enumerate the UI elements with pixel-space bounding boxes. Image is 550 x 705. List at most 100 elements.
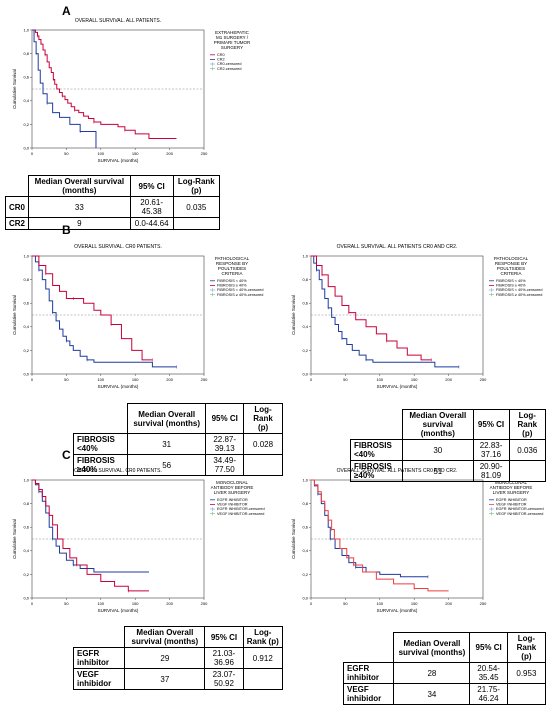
- plot-svg: OVERALL SURVIVAL. ALL PATIENTS CR0 AND C…: [291, 244, 543, 389]
- x-tick-label: 0: [31, 601, 34, 606]
- table-cell: 0.028: [243, 433, 283, 455]
- table-cell: [242, 668, 284, 690]
- legend-item-label: CR2: [217, 58, 225, 62]
- table-header-cell: Median Overall survival (months): [127, 403, 207, 434]
- panel-letter-a: A: [62, 4, 71, 18]
- survival-curve-0: [311, 479, 428, 578]
- legend-item-label: FIBROSIS < 40%-censored: [217, 288, 264, 292]
- x-tick-label: 250: [201, 377, 208, 382]
- y-tick-label: 0,0: [23, 371, 29, 376]
- table-row-label: VEGF inhibidor: [72, 668, 126, 690]
- survival-table-c-cr0: Median Overall survival (months) 95% CI Lo…: [72, 626, 284, 690]
- legend-title-line: ANTIBODY BEFORE: [490, 485, 533, 490]
- survival-table-c-all: Median Overall survival (months) 95% CI Lo…: [342, 632, 547, 705]
- table-row-label: FIBROSIS <40%: [72, 433, 129, 455]
- legend-item-label: EGFR INHIBITOR-censored: [496, 507, 544, 511]
- legend-title-line: M1 SURGERY /: [216, 35, 249, 40]
- x-tick-label: 100: [376, 377, 383, 382]
- y-axis-label: Cumulative Survival: [12, 295, 17, 335]
- table-cell: 20.61-45.38: [129, 196, 174, 218]
- y-tick-label: 0,2: [23, 348, 29, 353]
- legend-item-label: CR0: [217, 53, 225, 57]
- table-header-cell: 95% CI: [469, 632, 508, 663]
- x-tick-label: 150: [411, 601, 418, 606]
- x-tick-label: 100: [376, 601, 383, 606]
- table-cell: 34.49-77.50: [205, 454, 245, 476]
- y-tick-label: 0,4: [23, 98, 29, 103]
- table-cell: [506, 683, 547, 705]
- table-cell: 20.90-81.09: [472, 460, 510, 482]
- x-tick-label: 200: [166, 151, 173, 156]
- table-header-row: Median Overall survival (months) 95% CI Lo…: [343, 632, 547, 663]
- y-tick-label: 0,8: [23, 501, 29, 506]
- table-cell: [172, 217, 221, 230]
- table-header-cell: Median Overall survival (months): [393, 632, 471, 663]
- legend-item-label: VEGF INHIBITOR: [496, 503, 527, 507]
- x-tick-label: 50: [64, 151, 69, 156]
- y-tick-label: 0,8: [23, 51, 29, 56]
- x-axis-label: SURVIVAL (months): [98, 608, 139, 613]
- x-tick-label: 100: [97, 601, 104, 606]
- table-row: EGFR inhibitor 29 21.03-36.96 0.912: [72, 647, 284, 669]
- x-tick-label: 200: [166, 601, 173, 606]
- table-row: FIBROSIS <40% 30 22.83-37.16 0.036: [349, 439, 547, 461]
- y-tick-label: 1,0: [23, 477, 29, 482]
- table-header-cell: Log-Rank (p): [508, 409, 547, 440]
- table-header-cell: 95% CI: [129, 175, 174, 197]
- survival-curve-1: [32, 479, 149, 592]
- x-tick-label: 250: [201, 601, 208, 606]
- y-tick-label: 0,8: [302, 277, 308, 282]
- legend-item-label: EGFR INHIBITOR: [217, 498, 248, 502]
- x-tick-label: 100: [97, 151, 104, 156]
- survival-table-a: Median Overall survival (months) 95% CI Lo…: [4, 175, 221, 230]
- table-row-label: VEGF inhibidor: [342, 683, 395, 705]
- table-row-label: FIBROSIS ≥40%: [349, 460, 404, 482]
- y-tick-label: 0,6: [23, 75, 29, 80]
- x-axis-label: SURVIVAL (months): [377, 608, 418, 613]
- legend-title-line: MONOCLONAL: [495, 480, 528, 485]
- table-cell: 21.75-46.24: [469, 683, 508, 705]
- table-header-cell: Median Overall survival (months): [124, 626, 206, 648]
- km-plot-overall-survival-all: OVERALL SURVIVAL. ALL PATIENTS. 0 50 100 150…: [4, 10, 264, 170]
- survival-curve-1: [32, 29, 97, 148]
- y-tick-label: 1,0: [23, 253, 29, 258]
- table-cell: 51: [402, 460, 474, 482]
- legend-title-line: MONOCLONAL: [216, 480, 249, 485]
- survival-curve-1: [311, 479, 449, 592]
- x-tick-label: 0: [310, 601, 313, 606]
- survival-table-b-cr0: Median Overall survival (months) 95% CI Lo…: [72, 403, 283, 476]
- y-tick-label: 0,0: [23, 145, 29, 150]
- table-cell: 0.0-44.64: [129, 217, 174, 230]
- km-plot-all-antibody: OVERALL SURVIVAL. ALL PATIENTS CR0 AND C…: [283, 460, 544, 620]
- table-cell: 23.07-50.92: [204, 668, 244, 690]
- table-cell: 30: [402, 439, 474, 461]
- x-axis-label: SURVIVAL (months): [98, 158, 139, 163]
- table-corner-cell: [343, 632, 395, 663]
- table-header-row: Median Overall survival (months) 95% CI Lo…: [73, 403, 283, 434]
- x-tick-label: 250: [480, 601, 487, 606]
- legend-title-line: LIVER SURGERY: [214, 490, 250, 495]
- table-cell: 20.54-35.45: [469, 662, 508, 684]
- legend-item-label: FIBROSIS < 40%: [496, 279, 526, 283]
- survival-table-b-all: Median Overall survival (months) 95% CI Lo…: [349, 409, 547, 482]
- table-corner-cell: [350, 409, 404, 440]
- table-corner-cell: [73, 626, 126, 648]
- y-tick-label: 0,4: [302, 548, 308, 553]
- table-row-label: EGFR inhibitor: [72, 647, 126, 669]
- panel-letter-c: C: [62, 448, 71, 462]
- legend-item-label: VEGF INHIBITOR-censored: [496, 512, 543, 516]
- legend-item-label: CR0-censored: [217, 62, 241, 66]
- table-header-cell: Median Overall survival (months): [28, 175, 131, 197]
- x-tick-label: 150: [132, 601, 139, 606]
- y-tick-label: 0,4: [23, 548, 29, 553]
- legend-item-label: FIBROSIS ≥ 40%: [217, 284, 247, 288]
- x-tick-label: 50: [64, 377, 69, 382]
- legend-item-label: VEGF INHIBITOR-censored: [217, 512, 264, 516]
- panel-letter-b: B: [62, 223, 71, 237]
- y-tick-label: 0,4: [302, 324, 308, 329]
- legend-title-line: RESPONSE BY: [495, 261, 527, 266]
- table-row: VEGF inhibidor 34 21.75-46.24: [342, 683, 547, 705]
- table-cell: 33: [28, 196, 131, 218]
- y-axis-label: Cumulative Survival: [12, 69, 17, 109]
- y-axis-label: Cumulative Survival: [291, 519, 296, 559]
